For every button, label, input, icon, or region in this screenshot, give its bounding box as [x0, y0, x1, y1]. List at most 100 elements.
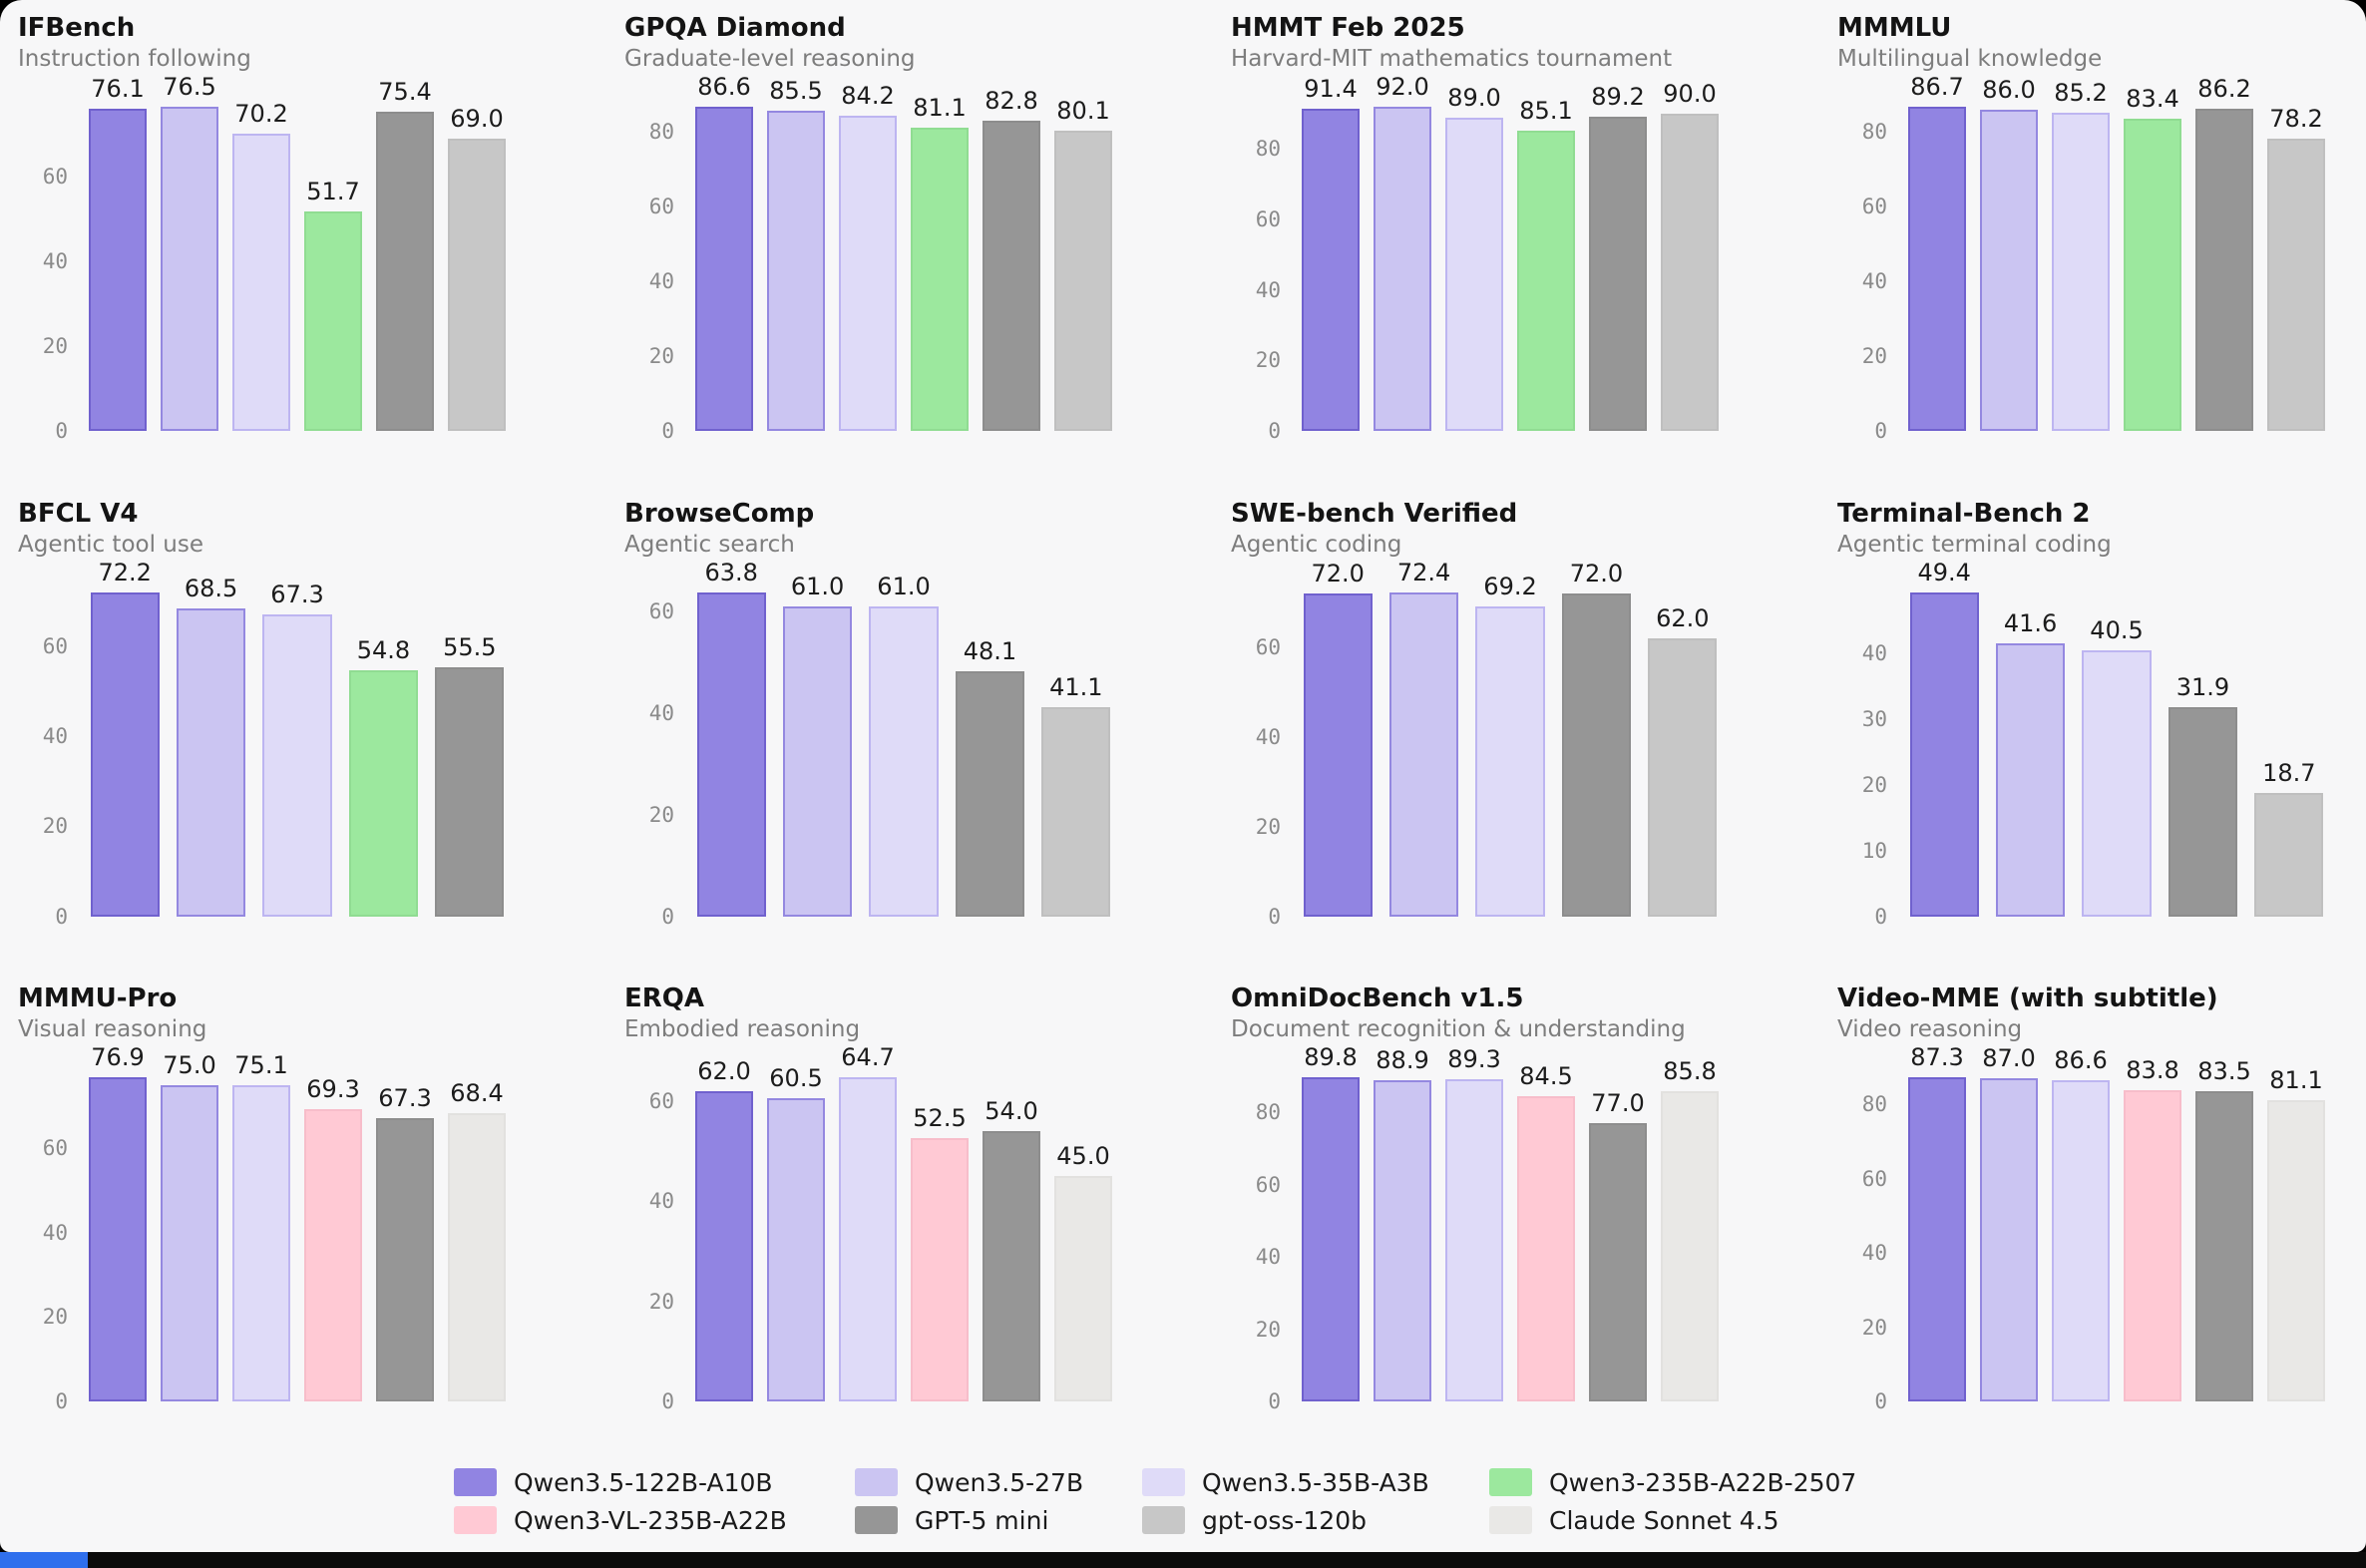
bars-group: 86.6 85.5 84.2 81.1 82.8 80.1	[688, 73, 1119, 431]
chart-mmmu-pro: MMMU-Pro Visual reasoning 0 20 40 60 76.9 75.0 7…	[18, 982, 583, 1451]
y-tick-label: 0	[55, 1389, 68, 1413]
y-tick-label: 60	[42, 165, 68, 190]
y-tick-label: 60	[42, 1136, 68, 1161]
bar-slot: 76.9	[82, 1043, 154, 1401]
legend: Qwen3.5-122B-A10B Qwen3.5-27B Qwen3.5-35B-…	[454, 1467, 1924, 1535]
bar-value-label: 61.0	[877, 572, 931, 600]
bar-value-label: 81.1	[2269, 1066, 2323, 1095]
bar-value-label: 87.0	[1982, 1044, 2036, 1073]
bars-group: 72.2 68.5 67.3 54.8 55.5	[82, 559, 513, 917]
bar-slot: 85.2	[2045, 79, 2117, 431]
bar-value-label: 89.2	[1591, 82, 1645, 111]
bar-gpt-5-mini	[376, 1117, 434, 1401]
bar-qwen3-5-122b-a10b	[1908, 107, 1966, 431]
legend-swatch	[855, 1468, 898, 1496]
bar-slot: 62.0	[1640, 592, 1726, 917]
bar-value-label: 60.5	[769, 1064, 823, 1093]
bar-value-label: 72.0	[1569, 560, 1624, 588]
bar-qwen3-235b-a22b-2507	[348, 669, 418, 917]
chart-erqa: ERQA Embodied reasoning 0 20 40 60 62.0 60.5 64.…	[624, 982, 1189, 1451]
bar-value-label: 75.0	[163, 1051, 216, 1080]
bar-qwen3-5-27b	[767, 111, 825, 431]
chart-title: SWE-bench Verified	[1231, 498, 1518, 529]
bar-qwen3-5-27b	[177, 608, 246, 917]
bars-group: 62.0 60.5 64.7 52.5 54.0 45.0	[688, 1043, 1119, 1401]
y-tick-label: 20	[648, 1289, 674, 1314]
bar-qwen3-5-122b-a10b	[1303, 593, 1373, 917]
bar-qwen3-vl-235b-a22b	[2124, 1090, 2181, 1401]
bar-value-label: 87.3	[1910, 1043, 1964, 1071]
bar-qwen3-5-27b	[783, 605, 853, 917]
bar-gpt-5-mini	[435, 666, 505, 917]
plot-area: 0 20 40 60 63.8 61.0 61.0 48.1 41.1	[649, 559, 1119, 927]
bar-slot: 68.5	[168, 575, 253, 917]
chart-subtitle: Agentic search	[624, 531, 795, 558]
bar-value-label: 45.0	[1056, 1141, 1110, 1170]
y-tick-label: 60	[1861, 195, 1887, 219]
bar-qwen3-vl-235b-a22b	[911, 1138, 969, 1401]
bar-slot: 72.4	[1380, 559, 1466, 917]
bar-qwen3-5-122b-a10b	[89, 1077, 147, 1401]
bar-qwen3-5-35b-a3b	[262, 613, 332, 917]
y-tick-label: 0	[661, 904, 674, 929]
bar-qwen3-5-35b-a3b	[2052, 112, 2110, 431]
chart-omnidocbench-v1-5: OmniDocBench v1.5 Document recognition & …	[1231, 982, 1795, 1451]
bar-slot: 86.7	[1901, 73, 1973, 431]
bar-value-label: 41.6	[2003, 608, 2058, 637]
bar-qwen3-235b-a22b-2507	[304, 211, 362, 431]
bar-value-label: 89.3	[1447, 1044, 1501, 1073]
legend-label: Qwen3.5-122B-A10B	[514, 1467, 773, 1497]
bar-gpt-oss-120b	[2267, 138, 2325, 431]
bars-group: 86.7 86.0 85.2 83.4 86.2 78.2	[1901, 73, 2332, 431]
legend-swatch	[454, 1506, 497, 1534]
bar-value-label: 85.2	[2054, 78, 2108, 107]
y-tick-label: 0	[1874, 419, 1887, 443]
bar-value-label: 31.9	[2175, 672, 2230, 701]
bar-slot: 70.2	[225, 100, 297, 431]
legend-label: Qwen3-VL-235B-A22B	[514, 1505, 787, 1535]
y-tick-label: 40	[1861, 1241, 1887, 1266]
y-tick-label: 40	[648, 1189, 674, 1214]
bar-slot: 49.4	[1901, 559, 1987, 917]
y-tick-label: 20	[1255, 1317, 1281, 1342]
y-tick-label: 40	[1861, 269, 1887, 294]
bar-value-label: 83.5	[2197, 1057, 2251, 1086]
bar-slot: 18.7	[2246, 592, 2332, 917]
bar-qwen3-235b-a22b-2507	[911, 127, 969, 431]
bar-qwen3-5-122b-a10b	[1302, 1077, 1360, 1401]
y-tick-label: 20	[42, 1305, 68, 1330]
bar-slot: 86.6	[2045, 1046, 2117, 1401]
bar-qwen3-5-27b	[161, 107, 218, 431]
chart-subtitle: Harvard-MIT mathematics tournament	[1231, 46, 1673, 72]
bar-value-label: 63.8	[704, 558, 758, 587]
bar-value-label: 86.7	[1910, 73, 1964, 101]
bar-gpt-oss-120b	[1041, 707, 1111, 917]
bar-value-label: 76.1	[91, 74, 145, 103]
bar-value-label: 76.9	[91, 1043, 145, 1071]
chart-subtitle: Agentic terminal coding	[1837, 531, 2112, 558]
plot-area: 0 20 40 60 76.1 76.5 70.2 51.7 75.4 69.0	[43, 73, 513, 442]
y-tick-label: 40	[1255, 724, 1281, 749]
bar-gpt-5-mini	[2168, 706, 2237, 917]
bar-qwen3-5-122b-a10b	[90, 591, 160, 917]
bar-slot: 87.0	[1973, 1044, 2045, 1401]
bar-slot: 68.4	[441, 1077, 513, 1401]
bar-qwen3-vl-235b-a22b	[304, 1109, 362, 1401]
bar-slot: 85.5	[760, 77, 832, 431]
chart-title: HMMT Feb 2025	[1231, 13, 1465, 43]
bar-slot: 92.0	[1367, 73, 1438, 431]
bar-value-label: 81.1	[913, 93, 967, 122]
y-tick-label: 20	[648, 343, 674, 368]
bar-slot: 91.4	[1295, 75, 1367, 431]
bar-value-label: 62.0	[1656, 604, 1710, 633]
legend-swatch	[1142, 1468, 1185, 1496]
y-tick-label: 0	[661, 1389, 674, 1413]
bar-value-label: 52.5	[913, 1104, 967, 1133]
y-tick-label: 30	[1861, 707, 1887, 732]
bar-slot: 75.1	[225, 1051, 297, 1401]
bar-value-label: 83.4	[2126, 85, 2179, 114]
legend-swatch	[454, 1468, 497, 1496]
bar-gpt-5-mini	[2195, 108, 2253, 431]
legend-label: Qwen3.5-35B-A3B	[1202, 1467, 1429, 1497]
